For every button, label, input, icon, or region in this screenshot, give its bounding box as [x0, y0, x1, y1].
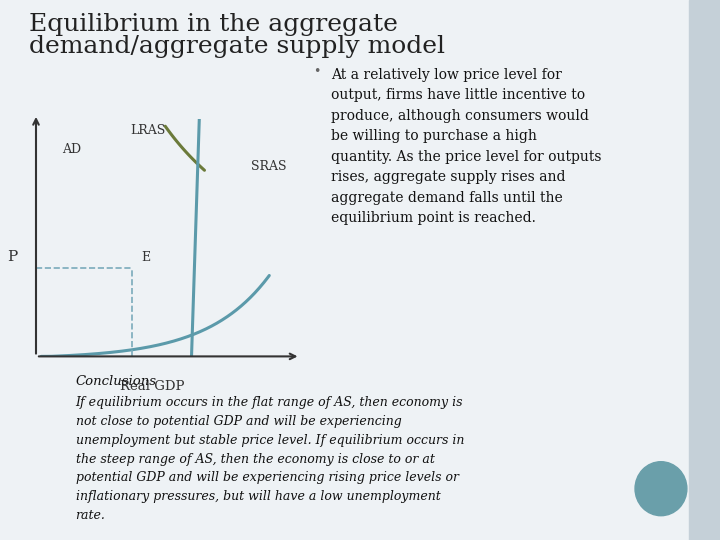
Text: quantity. As the price level for outputs: quantity. As the price level for outputs	[331, 150, 602, 164]
Text: At a relatively low price level for: At a relatively low price level for	[331, 68, 562, 82]
Text: SRAS: SRAS	[251, 160, 287, 173]
Text: Equilibrium in the aggregate: Equilibrium in the aggregate	[29, 14, 397, 37]
Text: potential GDP and will be experiencing rising price levels or: potential GDP and will be experiencing r…	[76, 471, 459, 484]
Text: aggregate demand falls until the: aggregate demand falls until the	[331, 191, 563, 205]
Text: rises, aggregate supply rises and: rises, aggregate supply rises and	[331, 170, 566, 184]
Text: LRAS: LRAS	[130, 124, 165, 137]
Text: inflationary pressures, but will have a low unemployment: inflationary pressures, but will have a …	[76, 490, 441, 503]
Text: not close to potential GDP and will be experiencing: not close to potential GDP and will be e…	[76, 415, 401, 428]
Text: demand/aggregate supply model: demand/aggregate supply model	[29, 35, 445, 58]
Text: rate.: rate.	[76, 509, 105, 522]
Text: equilibrium point is reached.: equilibrium point is reached.	[331, 211, 536, 225]
Text: output, firms have little incentive to: output, firms have little incentive to	[331, 88, 585, 102]
Text: Conclusions: Conclusions	[76, 375, 157, 388]
Text: the steep range of AS, then the economy is close to or at: the steep range of AS, then the economy …	[76, 453, 434, 465]
Text: produce, although consumers would: produce, although consumers would	[331, 109, 589, 123]
Text: •: •	[313, 65, 320, 78]
Text: E: E	[141, 251, 150, 264]
Text: P: P	[7, 249, 18, 264]
Text: be willing to purchase a high: be willing to purchase a high	[331, 129, 537, 143]
Text: If equilibrium occurs in the flat range of AS, then economy is: If equilibrium occurs in the flat range …	[76, 396, 463, 409]
Text: unemployment but stable price level. If equilibrium occurs in: unemployment but stable price level. If …	[76, 434, 464, 447]
Text: AD: AD	[62, 143, 81, 156]
Text: Real GDP: Real GDP	[120, 380, 185, 393]
